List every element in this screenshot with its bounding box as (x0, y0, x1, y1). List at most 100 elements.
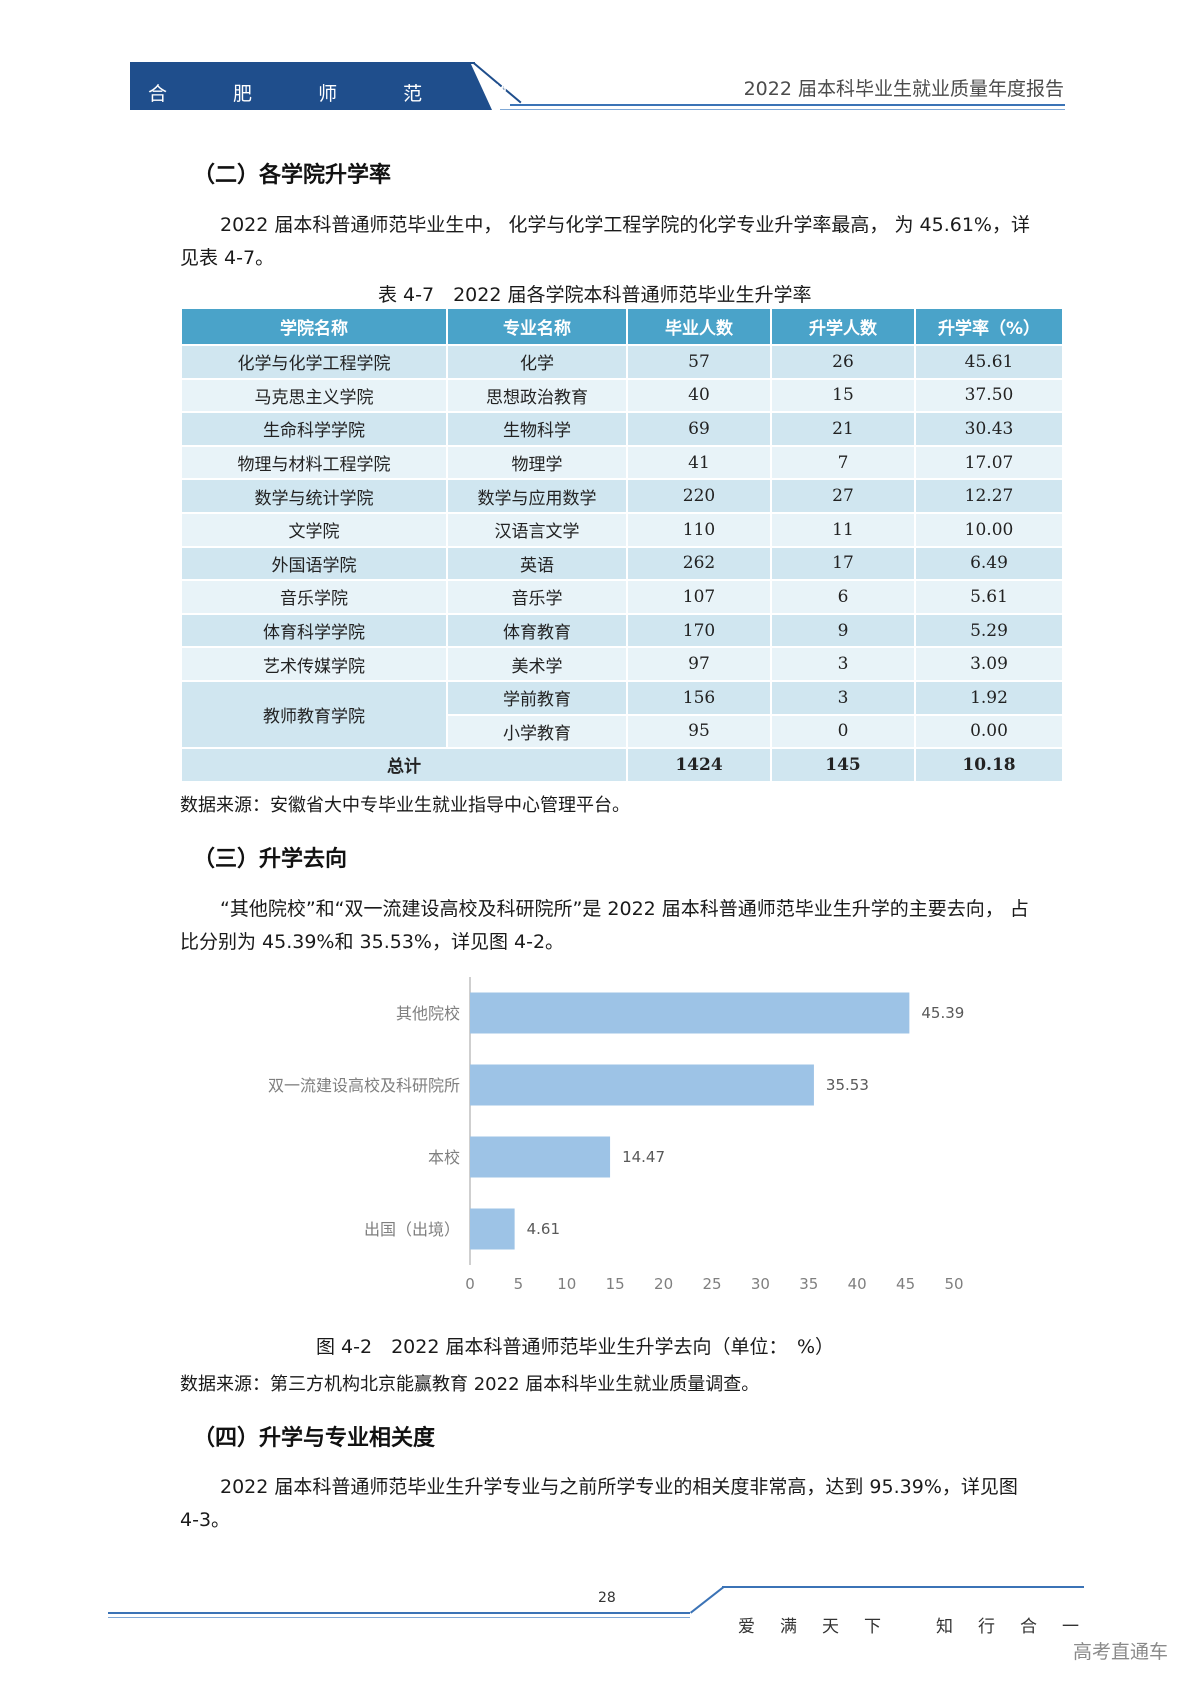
chart-data-label: 4.61 (527, 1220, 560, 1238)
chart-tick-label: 35 (799, 1275, 818, 1293)
table-cell: 英语 (446, 545, 628, 582)
table-source: 数据来源：安徽省大中专毕业生就业指导中心管理平台。 (180, 795, 630, 816)
motto-char: 一 (1062, 1617, 1079, 1637)
table-cell: 30.43 (914, 411, 1064, 447)
chart-tick-label: 40 (848, 1275, 867, 1293)
table-cell: 体育科学学院 (180, 612, 448, 649)
chart-tick-label: 20 (654, 1275, 673, 1293)
table-cell: 262 (626, 545, 772, 582)
table-cell: 总计 (180, 747, 628, 783)
table-row: 生命科学学院 生物科学 69 21 30.43 (180, 411, 1064, 447)
table-cell: 汉语言文学 (446, 511, 628, 548)
table-row: 音乐学院 音乐学 107 6 5.61 (180, 579, 1064, 615)
figure-source: 数据来源：第三方机构北京能赢教育 2022 届本科毕业生就业质量调查。 (180, 1374, 760, 1395)
table-cell: 107 (626, 579, 772, 615)
table-cell: 化学与化学工程学院 (180, 344, 448, 380)
table-cell: 10.00 (914, 511, 1064, 548)
destination-bar-chart: 45.39 其他院校 35.53 双一流建设高校及科研院所 14.47 本校 4.61 出国（… (268, 977, 964, 1293)
table-cell: 17 (770, 545, 916, 582)
page-number: 28 (598, 1590, 616, 1606)
chart-tick-label: 5 (514, 1275, 524, 1293)
motto-char: 天 (822, 1617, 839, 1637)
table-row: 数学与统计学院 数学与应用数学 220 27 12.27 (180, 478, 1064, 514)
table-cell: 220 (626, 478, 772, 514)
table-cell: 156 (626, 679, 772, 716)
chart-bar (470, 992, 910, 1034)
section-heading-3: （三）升学去向 (193, 847, 348, 872)
table-cell: 3 (770, 646, 916, 682)
motto-char: 知 (936, 1617, 953, 1637)
chart-data-label: 35.53 (826, 1076, 869, 1094)
chart-bar (470, 1064, 814, 1106)
table-row: 物理与材料工程学院 物理学 41 7 17.07 (180, 444, 1064, 481)
table-cell: 数学与统计学院 (180, 478, 448, 514)
chart-bar (470, 1208, 515, 1250)
table-row: 外国语学院 英语 262 17 6.49 (180, 545, 1064, 582)
table-cell: 生命科学学院 (180, 411, 448, 447)
chart-tick-label: 15 (606, 1275, 625, 1293)
table-cell: 7 (770, 444, 916, 481)
school-name: 合 肥 师 范 学 院 (148, 83, 623, 105)
table-cell: 11 (770, 511, 916, 548)
chart-tick-label: 50 (944, 1275, 963, 1293)
table-body: 化学与化学工程学院 化学 57 26 45.61 马克思主义学院 思想政治教育 40 15 37.… (180, 344, 1064, 783)
table-cell: 10.18 (914, 747, 1064, 783)
motto-char: 行 (978, 1617, 995, 1637)
header-band (130, 62, 492, 110)
graduate-rate-table: 学院名称 专业名称 毕业人数 升学人数 升学率（%） 化学与化学工程学院 化学 57 26 45… (180, 307, 1064, 783)
chart-tick-label: 45 (896, 1275, 915, 1293)
table-cell: 26 (770, 344, 916, 380)
table-cell: 145 (770, 747, 916, 783)
table-cell: 170 (626, 612, 772, 649)
watermark: 高考直通车 (1072, 1641, 1168, 1663)
table-header-cell: 升学人数 (770, 307, 916, 346)
table-header-cell: 学院名称 (180, 307, 448, 346)
table-cell: 57 (626, 344, 772, 380)
chart-tick-label: 10 (557, 1275, 576, 1293)
table-cell: 思想政治教育 (446, 377, 628, 414)
table-row: 教师教育学院 学前教育 156 3 1.92 (180, 679, 1064, 750)
table-header-cell: 毕业人数 (626, 307, 772, 346)
table-cell: 9 (770, 612, 916, 649)
table-cell: 17.07 (914, 444, 1064, 481)
table-cell: 教师教育学院 (180, 679, 448, 750)
section-2-paragraph: 2022 届本科普通师范毕业生中， 化学与化学工程学院的化学专业升学率最高， 为… (180, 214, 1030, 269)
table-row: 体育科学学院 体育教育 170 9 5.29 (180, 612, 1064, 649)
motto-char: 爱 (738, 1617, 755, 1637)
section-3-paragraph: “其他院校”和“双一流建设高校及科研院所”是 2022 届本科普通师范毕业生升学… (180, 898, 1029, 953)
table-cell: 生物科学 (446, 411, 628, 447)
chart-tick-label: 30 (751, 1275, 770, 1293)
header-rule (130, 62, 475, 64)
table-row: 文学院 汉语言文学 110 11 10.00 (180, 511, 1064, 548)
table-cell: 41 (626, 444, 772, 481)
motto-char: 下 (864, 1617, 881, 1637)
chart-data-label: 45.39 (921, 1004, 964, 1022)
table-cell: 数学与应用数学 (446, 478, 628, 514)
header-rule-lower (510, 104, 1065, 106)
table-cell: 27 (770, 478, 916, 514)
table-cell: 21 (770, 411, 916, 447)
table-cell: 文学院 (180, 511, 448, 548)
table-cell: 小学教育 (446, 713, 628, 750)
table-cell: 马克思主义学院 (180, 377, 448, 414)
footer-rule-thin (108, 1617, 690, 1618)
chart-category-label: 双一流建设高校及科研院所 (268, 1076, 460, 1095)
table-cell: 0 (770, 713, 916, 750)
table-cell: 外国语学院 (180, 545, 448, 582)
table-cell: 3.09 (914, 646, 1064, 682)
section-4-paragraph: 2022 届本科普通师范毕业生升学专业与之前所学专业的相关度非常高，达到 95.… (180, 1476, 1018, 1531)
table-row: 马克思主义学院 思想政治教育 40 15 37.50 (180, 377, 1064, 414)
table-cell: 音乐学 (446, 579, 628, 615)
table-row: 艺术传媒学院 美术学 97 3 3.09 (180, 646, 1064, 682)
table-row: 化学与化学工程学院 化学 57 26 45.61 (180, 344, 1064, 380)
motto-char: 合 (1020, 1617, 1037, 1637)
chart-data-label: 14.47 (622, 1148, 665, 1166)
chart-tick-label: 25 (702, 1275, 721, 1293)
table-cell: 37.50 (914, 377, 1064, 414)
table-cell: 110 (626, 511, 772, 548)
table-cell: 0.00 (914, 713, 1064, 750)
table-cell: 1.92 (914, 679, 1064, 716)
section-heading-4: （四）升学与专业相关度 (193, 1426, 436, 1451)
table-header-row: 学院名称 专业名称 毕业人数 升学人数 升学率（%） (180, 307, 1064, 346)
footer-rule-diagonal (690, 1586, 725, 1614)
